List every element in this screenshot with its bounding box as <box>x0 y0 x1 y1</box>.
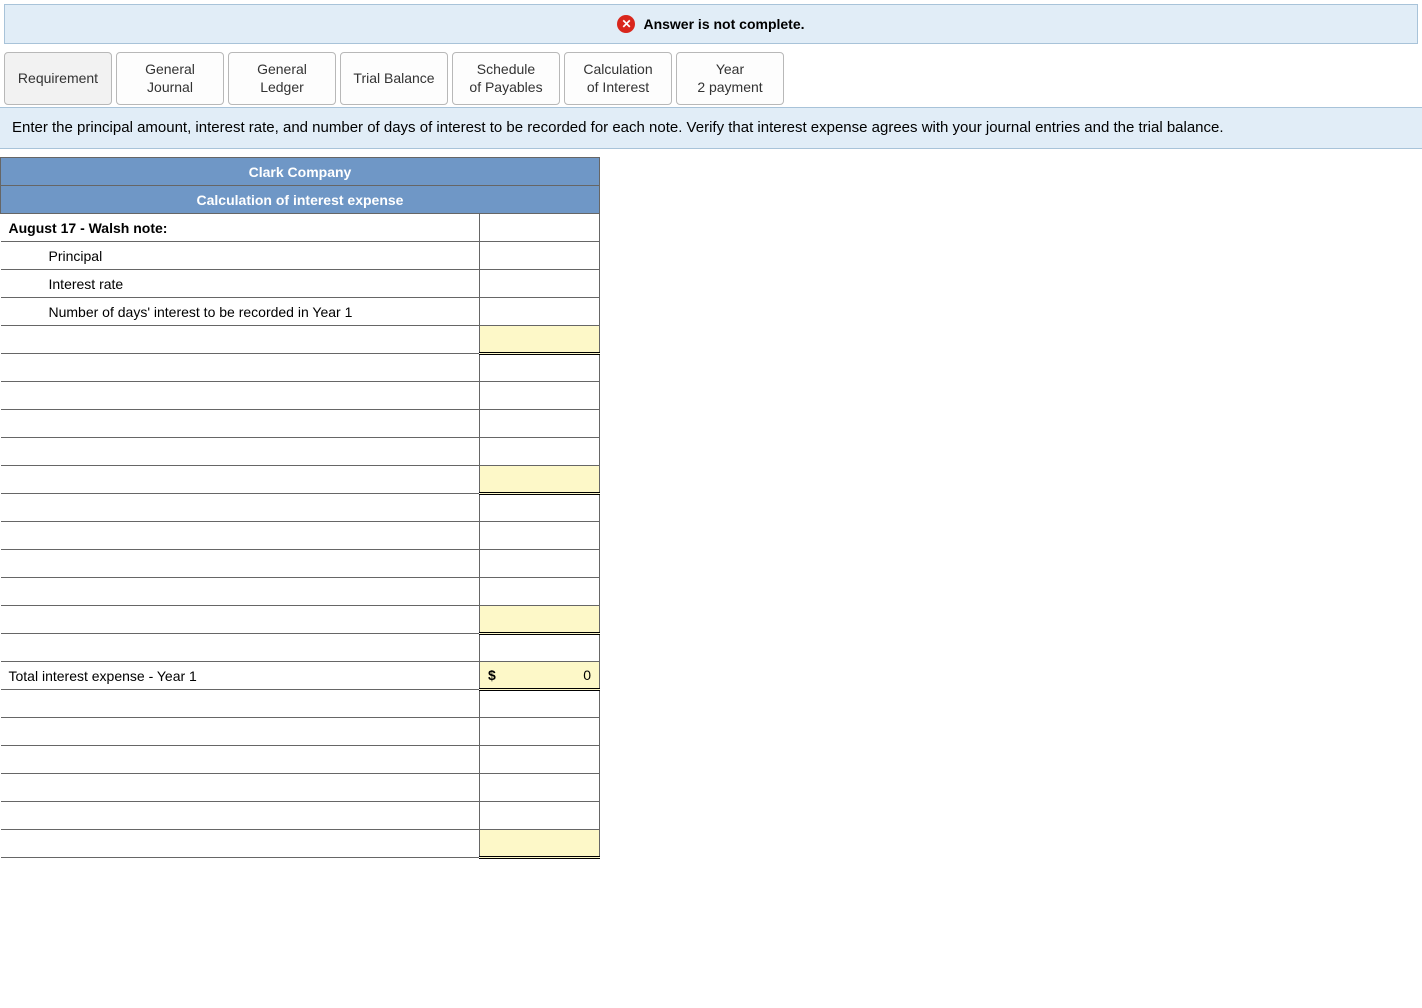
currency-symbol: $ <box>488 667 496 683</box>
tab-label: Trial Balance <box>353 70 434 88</box>
tab-year-2-payment[interactable]: Year2 payment <box>676 52 784 105</box>
row-value[interactable] <box>480 242 600 270</box>
tab-schedule-of-payables[interactable]: Scheduleof Payables <box>452 52 560 105</box>
row-value[interactable] <box>480 774 600 802</box>
row-value[interactable] <box>480 830 600 858</box>
row-value[interactable] <box>480 802 600 830</box>
row-value[interactable] <box>480 270 600 298</box>
row-value[interactable] <box>480 550 600 578</box>
row-label <box>1 606 480 634</box>
row-label: Principal <box>1 242 480 270</box>
table-row <box>1 410 600 438</box>
row-value[interactable] <box>480 634 600 662</box>
row-value[interactable] <box>480 438 600 466</box>
table-row <box>1 606 600 634</box>
table-row <box>1 634 600 662</box>
table-row <box>1 494 600 522</box>
banner-text: Answer is not complete. <box>643 16 804 32</box>
row-label <box>1 830 480 858</box>
table-row <box>1 354 600 382</box>
tab-bar: Requirement GeneralJournal GeneralLedger Tr… <box>0 46 1422 107</box>
row-label <box>1 522 480 550</box>
row-value[interactable] <box>480 690 600 718</box>
table-row <box>1 438 600 466</box>
subtitle-header: Calculation of interest expense <box>1 186 600 214</box>
tab-label: GeneralLedger <box>257 61 307 96</box>
row-label <box>1 466 480 494</box>
row-value[interactable] <box>480 718 600 746</box>
row-label <box>1 354 480 382</box>
table-row <box>1 550 600 578</box>
tab-requirement[interactable]: Requirement <box>4 52 112 105</box>
error-x-icon: ✕ <box>617 15 635 33</box>
row-label <box>1 550 480 578</box>
row-value[interactable] <box>480 354 600 382</box>
row-label <box>1 494 480 522</box>
row-label <box>1 634 480 662</box>
value-text: 0 <box>583 667 591 683</box>
row-label: Number of days' interest to be recorded … <box>1 298 480 326</box>
instructions: Enter the principal amount, interest rat… <box>0 107 1422 149</box>
row-value[interactable] <box>480 606 600 634</box>
row-label: August 17 - Walsh note: <box>1 214 480 242</box>
row-value[interactable] <box>480 522 600 550</box>
row-label <box>1 438 480 466</box>
row-label: Interest rate <box>1 270 480 298</box>
row-value[interactable] <box>480 746 600 774</box>
tab-label: Year2 payment <box>697 61 762 96</box>
table-row <box>1 802 600 830</box>
table-row <box>1 690 600 718</box>
calc-table: Clark Company Calculation of interest ex… <box>0 157 600 859</box>
row-label <box>1 774 480 802</box>
worksheet: Clark Company Calculation of interest ex… <box>0 149 1422 859</box>
table-row <box>1 382 600 410</box>
row-label <box>1 326 480 354</box>
row-label <box>1 718 480 746</box>
company-header: Clark Company <box>1 158 600 186</box>
row-label <box>1 746 480 774</box>
row-value[interactable] <box>480 214 600 242</box>
row-label: Total interest expense - Year 1 <box>1 662 480 690</box>
row-value[interactable] <box>480 326 600 354</box>
table-row: Total interest expense - Year 1$0 <box>1 662 600 690</box>
table-row <box>1 578 600 606</box>
tab-general-ledger[interactable]: GeneralLedger <box>228 52 336 105</box>
row-value[interactable] <box>480 494 600 522</box>
tab-calculation-of-interest[interactable]: Calculationof Interest <box>564 52 672 105</box>
tab-trial-balance[interactable]: Trial Balance <box>340 52 448 105</box>
row-value[interactable] <box>480 466 600 494</box>
table-row <box>1 746 600 774</box>
row-label <box>1 382 480 410</box>
row-value[interactable] <box>480 578 600 606</box>
row-label <box>1 578 480 606</box>
row-label <box>1 410 480 438</box>
row-label <box>1 802 480 830</box>
row-value[interactable] <box>480 382 600 410</box>
table-row <box>1 522 600 550</box>
tab-label: Calculationof Interest <box>583 61 652 96</box>
table-row: Principal <box>1 242 600 270</box>
tab-label: Requirement <box>18 70 98 88</box>
row-value[interactable] <box>480 298 600 326</box>
table-row <box>1 466 600 494</box>
table-row <box>1 830 600 858</box>
status-banner: ✕ Answer is not complete. <box>4 4 1418 44</box>
table-row <box>1 326 600 354</box>
tab-label: GeneralJournal <box>145 61 195 96</box>
table-row: Interest rate <box>1 270 600 298</box>
tab-general-journal[interactable]: GeneralJournal <box>116 52 224 105</box>
tab-label: Scheduleof Payables <box>469 61 542 96</box>
table-row: August 17 - Walsh note: <box>1 214 600 242</box>
row-label <box>1 690 480 718</box>
table-row <box>1 774 600 802</box>
table-row <box>1 718 600 746</box>
table-row: Number of days' interest to be recorded … <box>1 298 600 326</box>
row-value[interactable] <box>480 410 600 438</box>
row-value[interactable]: $0 <box>480 662 600 690</box>
